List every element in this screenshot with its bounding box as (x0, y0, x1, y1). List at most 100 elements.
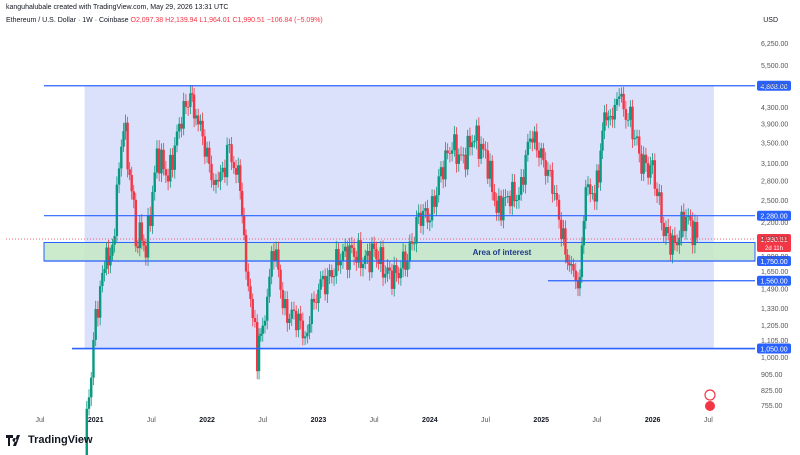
candle-body (175, 131, 179, 146)
level-label: 4,868.00 (760, 84, 787, 91)
candle-body (684, 216, 688, 232)
candle (113, 228, 116, 253)
candle-body (524, 155, 527, 185)
candle-body (646, 163, 650, 178)
candle-body (294, 310, 298, 331)
candle (377, 250, 380, 270)
candle (357, 232, 360, 268)
candle-body (640, 153, 643, 174)
candle (444, 142, 447, 187)
candle-body (493, 192, 496, 201)
candle (157, 140, 161, 182)
candle-body (379, 247, 383, 265)
time-tick-label: 2022 (199, 417, 215, 424)
candle (515, 194, 518, 209)
earnings-icon (705, 401, 715, 411)
tradingview-wordmark: TradingView (28, 434, 93, 446)
candle-body (94, 309, 97, 340)
candle-body (223, 167, 227, 178)
candle-body (603, 112, 606, 131)
symbol-name: Ethereum / U.S. Dollar · 1W · Coinbase (6, 17, 129, 24)
candle-body (497, 195, 501, 213)
candle (225, 137, 229, 186)
candle (343, 238, 347, 258)
candle-body (138, 222, 141, 249)
candle-body (653, 160, 657, 189)
candle (339, 253, 342, 274)
candle (433, 189, 436, 214)
candle-body (101, 272, 104, 287)
candle-body (453, 134, 456, 151)
candle (210, 155, 213, 188)
level-label: 2,280.00 (760, 214, 787, 221)
candle (662, 216, 665, 243)
candle (406, 253, 409, 278)
candle (535, 123, 538, 158)
candle-body (105, 247, 108, 269)
candle (673, 227, 677, 251)
candle-body (212, 180, 215, 185)
candle (479, 136, 483, 165)
candle (457, 148, 460, 172)
candle (166, 168, 170, 191)
candle-body (470, 142, 474, 148)
candle-body (680, 211, 683, 238)
candle (629, 100, 632, 128)
candle (638, 129, 641, 163)
candle-body (651, 160, 654, 166)
candle-body (442, 167, 445, 180)
candle-body (272, 251, 276, 261)
candle (230, 137, 233, 170)
candle-body (448, 153, 452, 154)
candle (335, 240, 338, 284)
candle-body (341, 251, 345, 261)
candle (237, 157, 240, 183)
candle (421, 204, 425, 235)
price-tick-label: 1,205.00 (761, 323, 788, 330)
chart-credit: kanguhalubale created with TradingView.c… (6, 4, 229, 11)
candle-body (297, 313, 300, 331)
candle-body (103, 268, 106, 273)
candle (459, 146, 463, 161)
candle (519, 168, 523, 201)
candle (384, 265, 387, 284)
price-axis: 6,250.00 5,500.00 4,900.00 4,300.00 3,900.00… (761, 41, 788, 410)
candle (171, 148, 174, 178)
candle-body (126, 122, 129, 170)
price-tick-label: 2,800.00 (761, 179, 788, 186)
candle (493, 183, 496, 207)
candle (175, 124, 179, 153)
candle (684, 209, 688, 240)
candle-body (332, 275, 336, 278)
candle (117, 162, 121, 194)
candle-body (290, 309, 293, 319)
candle-body (117, 168, 121, 185)
candle-body (196, 115, 200, 125)
candle (477, 117, 481, 168)
candle-body (277, 249, 280, 270)
candle (640, 145, 643, 181)
candle (274, 241, 278, 268)
tradingview-logo[interactable]: TradingView (6, 434, 93, 446)
candle (219, 164, 222, 191)
candle (214, 173, 218, 194)
candle-body (633, 138, 636, 140)
candle (379, 240, 383, 272)
time-tick-label: 2026 (645, 417, 661, 424)
candle (178, 117, 181, 139)
candle (599, 143, 602, 191)
candle-body (408, 241, 411, 261)
candle-body (242, 215, 246, 236)
candle (87, 389, 91, 416)
symbol-header: Ethereum / U.S. Dollar · 1W · Coinbase O… (6, 17, 323, 24)
candle-body (266, 296, 269, 321)
candle-body (620, 93, 623, 97)
level-label: 1,560.00 (760, 279, 787, 286)
candle (544, 152, 547, 185)
candle (259, 328, 263, 342)
candle (388, 261, 391, 280)
candle (678, 230, 681, 254)
candle-body (164, 169, 168, 176)
candle-body (560, 219, 563, 240)
